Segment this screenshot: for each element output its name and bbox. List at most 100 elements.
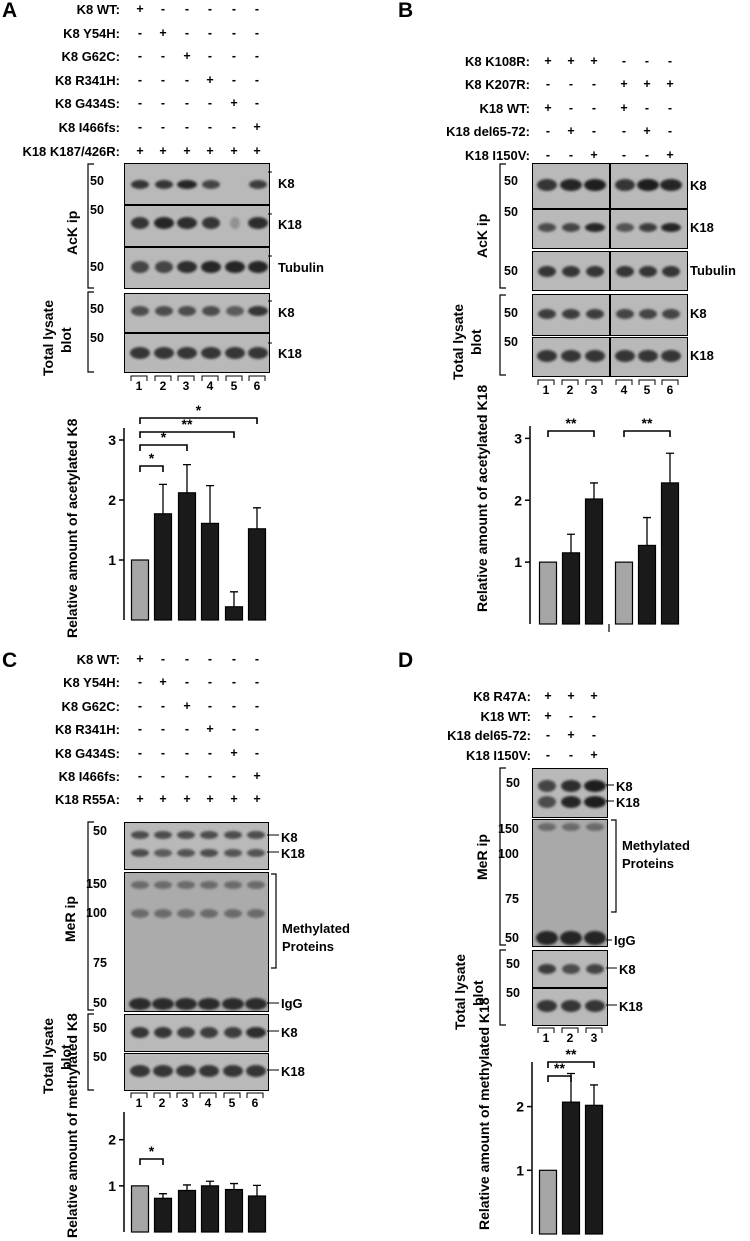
blot-band: [562, 309, 580, 319]
error-bar: [590, 482, 598, 500]
condition-sign: -: [137, 72, 143, 87]
mw-marker: 50: [506, 986, 520, 1000]
y-tick-label: 2: [514, 492, 522, 508]
blot-band: [586, 823, 604, 831]
band-label: K8: [616, 779, 633, 794]
blot-band: [615, 179, 635, 191]
error-bar: [183, 463, 191, 493]
mw-marker: 50: [504, 335, 518, 349]
condition-label: K18 I150V:: [464, 147, 530, 163]
band-label: K18: [281, 846, 305, 861]
blot-band: [131, 1026, 149, 1038]
band-label-igg: IgG: [281, 996, 303, 1011]
condition-label: K8 R341H:: [54, 72, 120, 88]
panel-a-letter: A: [2, 0, 18, 22]
blot-band: [224, 849, 242, 857]
condition-label: K8 R47A:: [473, 689, 531, 704]
mw-marker: 50: [93, 824, 107, 838]
condition-sign: -: [254, 722, 260, 737]
condition-sign: -: [621, 124, 627, 139]
condition-sign: -: [254, 652, 260, 666]
blot-band: [155, 261, 173, 273]
lane-number: 5: [643, 383, 651, 397]
condition-sign: +: [206, 722, 214, 737]
blot-band: [131, 261, 149, 273]
lane-number: 5: [230, 379, 238, 393]
blot-band: [202, 179, 220, 189]
condition-sign: -: [207, 96, 213, 111]
significance-bracket: [547, 430, 595, 437]
blot-band: [154, 217, 174, 229]
significance-bracket: [139, 431, 235, 438]
condition-sign: -: [184, 120, 190, 134]
condition-sign: -: [254, 2, 260, 16]
condition-sign: -: [545, 77, 551, 92]
mw-marker: 150: [86, 877, 107, 891]
mw-marker: 50: [506, 776, 520, 790]
blot-band: [177, 831, 195, 839]
blot-band: [202, 217, 220, 229]
blot-band: [248, 217, 268, 229]
blot-band: [585, 350, 605, 362]
condition-sign: -: [591, 728, 597, 743]
condition-sign: +: [567, 728, 575, 743]
condition-sign: -: [207, 2, 213, 16]
error-bar: [183, 1184, 191, 1191]
mw-marker: 75: [505, 892, 519, 906]
condition-sign: -: [207, 49, 213, 64]
bar: [538, 561, 558, 625]
blot-band: [538, 222, 556, 232]
blot-band: [230, 217, 240, 229]
condition-sign: +: [643, 124, 651, 139]
blot-band: [639, 265, 657, 277]
blot-band: [154, 881, 172, 889]
condition-sign: +: [136, 2, 144, 16]
condition-sign: +: [230, 792, 238, 807]
blot-band: [616, 309, 634, 319]
blot-band: [561, 350, 581, 362]
error-bar: [159, 1193, 167, 1199]
blot-band: [538, 265, 556, 277]
condition-sign: -: [231, 675, 237, 690]
band-label: K18: [278, 217, 302, 232]
condition-sign: -: [184, 72, 190, 87]
blot-band: [536, 931, 558, 945]
condition-label: K8 K207R:: [464, 77, 530, 93]
condition-sign: +: [544, 54, 552, 68]
condition-sign: -: [137, 120, 143, 134]
panel-b-blot-ack-k8-left: [532, 163, 610, 209]
blot-band: [616, 222, 634, 232]
panel-b-blot-ack-k18-right: [610, 209, 688, 249]
blot-band: [249, 179, 267, 189]
band-label: K8: [281, 1025, 298, 1040]
condition-label: K8 G434S:: [54, 96, 120, 112]
condition-sign: -: [231, 652, 237, 666]
condition-sign: +: [206, 792, 214, 807]
band-label: K18: [278, 346, 302, 361]
bar: [538, 1169, 558, 1235]
panel-d-blot-methylated: [532, 819, 608, 947]
blot-band: [200, 831, 218, 839]
condition-sign: -: [137, 96, 143, 111]
band-label: K8: [619, 962, 636, 977]
blot-band: [154, 849, 172, 857]
panel-a-blot-ack-k18: [124, 205, 270, 247]
significance-bracket: [139, 465, 164, 472]
condition-label: K8 Y54H:: [63, 675, 120, 691]
error-bar: [590, 1084, 598, 1106]
condition-sign: -: [137, 722, 143, 737]
blot-band: [562, 823, 580, 831]
condition-sign: +: [136, 143, 144, 158]
blot-band: [224, 908, 242, 918]
condition-sign: +: [159, 792, 167, 807]
significance-marker: **: [566, 1046, 577, 1062]
panel-a-blot-ack-tubulin: [124, 247, 270, 289]
blot-band: [224, 831, 242, 839]
condition-label: K8 I466fs:: [58, 769, 120, 784]
condition-sign: -: [667, 54, 673, 68]
blot-band: [561, 780, 581, 792]
condition-sign: +: [159, 25, 167, 40]
